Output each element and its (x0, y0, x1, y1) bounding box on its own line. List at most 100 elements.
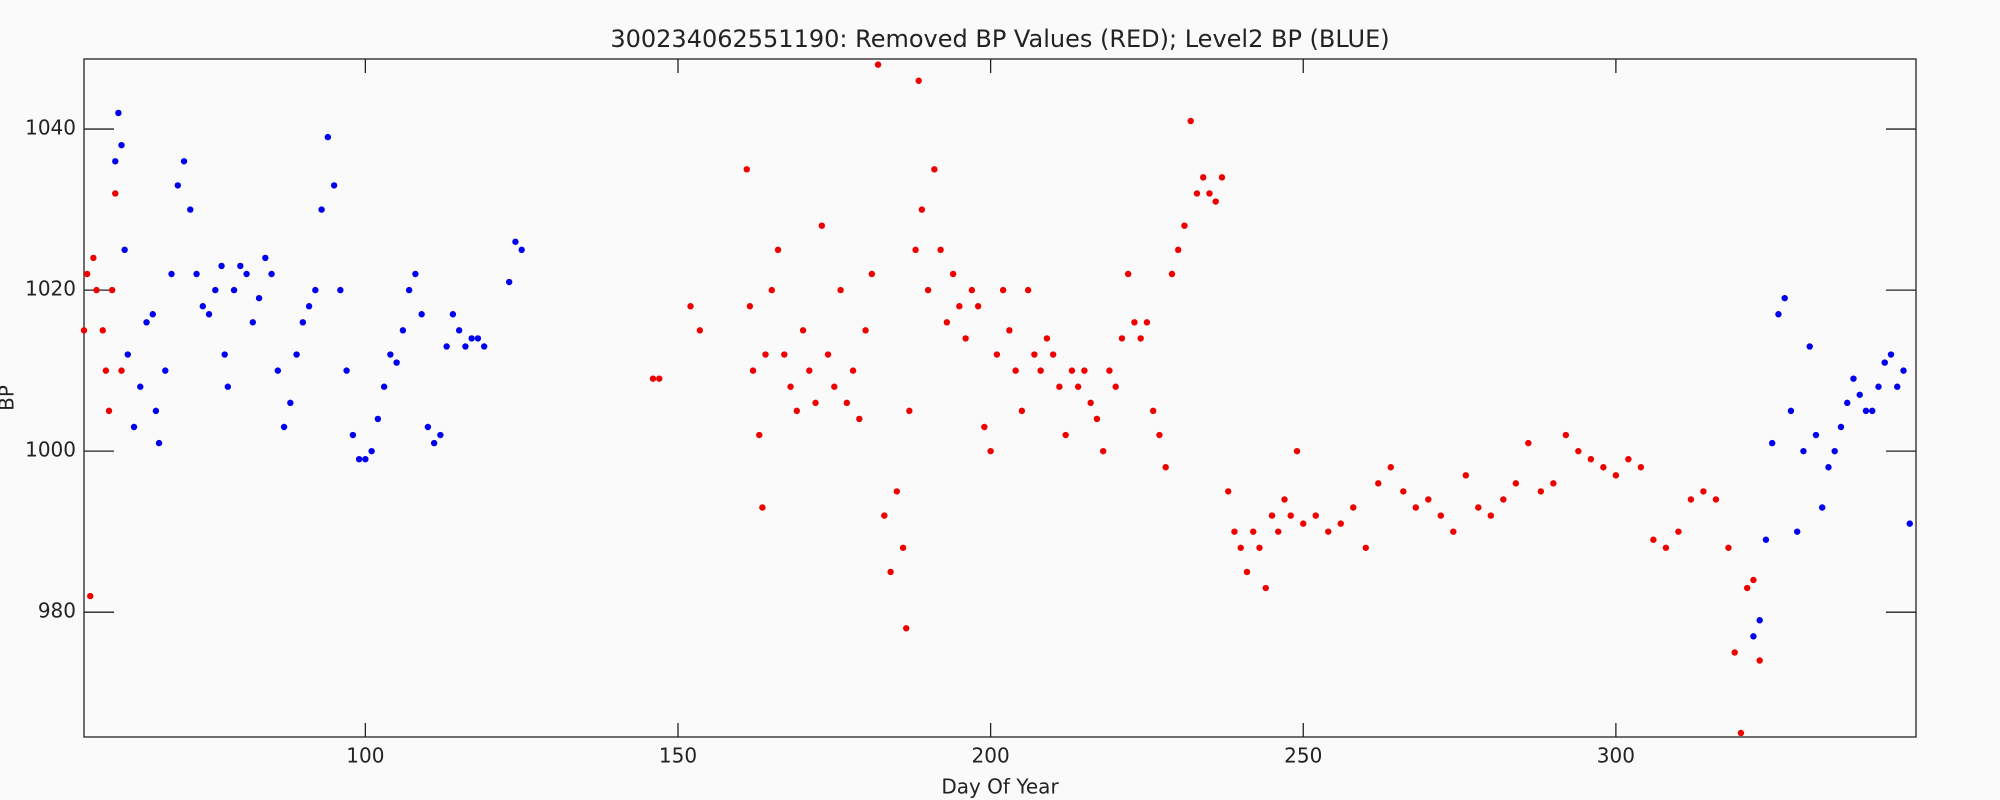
point (262, 254, 269, 262)
point (355, 455, 363, 463)
point (1450, 528, 1457, 535)
point (87, 592, 94, 600)
point (915, 77, 922, 84)
point (903, 625, 910, 632)
point (137, 383, 144, 390)
point (1375, 480, 1382, 487)
point (899, 544, 907, 551)
point (1787, 407, 1795, 415)
point (1081, 367, 1088, 374)
point (224, 383, 232, 390)
point (1256, 544, 1263, 551)
point (143, 319, 150, 326)
point (505, 278, 513, 286)
point (1894, 383, 1901, 390)
point (1812, 431, 1820, 439)
point (1650, 536, 1657, 543)
point (93, 286, 100, 294)
point (1850, 375, 1857, 382)
point (437, 431, 444, 439)
point (105, 407, 113, 415)
point (1775, 311, 1782, 318)
point (843, 399, 851, 407)
point (931, 166, 938, 173)
point (756, 431, 763, 439)
point (1750, 576, 1757, 584)
point (1293, 447, 1301, 455)
point (1099, 447, 1107, 455)
point (418, 311, 425, 318)
point (152, 407, 160, 415)
point (887, 568, 894, 576)
point (180, 158, 188, 165)
point (1794, 528, 1801, 535)
point (1268, 512, 1276, 519)
point (1250, 528, 1257, 535)
point (1231, 528, 1238, 535)
point (831, 383, 838, 390)
point (1056, 383, 1063, 390)
point (112, 158, 119, 165)
point (1869, 407, 1876, 415)
point (1525, 439, 1532, 447)
point (162, 367, 169, 374)
point (1475, 504, 1482, 511)
point (1562, 431, 1570, 439)
point (1124, 270, 1132, 278)
point (806, 367, 813, 374)
point (1862, 407, 1870, 415)
point (412, 270, 419, 278)
point (1387, 464, 1394, 471)
point (937, 246, 944, 254)
x-tick-label: 300 (1597, 744, 1635, 768)
point (974, 303, 982, 310)
point (243, 270, 250, 278)
point (1600, 464, 1607, 471)
point (1156, 431, 1163, 439)
point (474, 335, 482, 342)
point (687, 303, 694, 310)
point (1281, 496, 1288, 503)
point (696, 327, 704, 334)
point (130, 423, 138, 431)
point (824, 351, 832, 358)
point (1325, 528, 1332, 535)
point (1206, 190, 1213, 197)
point (108, 286, 116, 294)
point (393, 359, 400, 366)
point (1087, 399, 1094, 407)
point (1900, 367, 1907, 374)
point (787, 383, 794, 390)
point (187, 206, 194, 213)
point (1187, 117, 1194, 125)
point (649, 375, 657, 382)
point (943, 319, 951, 326)
point (1300, 520, 1307, 527)
point (1800, 447, 1807, 455)
point (443, 343, 450, 350)
x-tick-label: 200 (972, 744, 1010, 768)
point (205, 311, 213, 318)
point (1725, 544, 1732, 551)
point (1806, 343, 1813, 350)
point (906, 407, 913, 415)
point (818, 222, 826, 229)
point (1500, 496, 1507, 503)
point (881, 512, 888, 519)
point (1400, 488, 1407, 495)
point (912, 246, 919, 254)
point (1262, 584, 1269, 592)
point (1587, 455, 1595, 463)
chart-title: 300234062551190: Removed BP Values (RED)… (610, 25, 1389, 53)
y-tick-label: 1000 (25, 438, 76, 462)
point (1844, 399, 1851, 407)
point (793, 407, 800, 415)
point (1037, 367, 1044, 374)
point (949, 270, 957, 278)
point (1625, 455, 1632, 463)
point (174, 182, 181, 189)
point (83, 270, 91, 278)
point (380, 383, 388, 390)
